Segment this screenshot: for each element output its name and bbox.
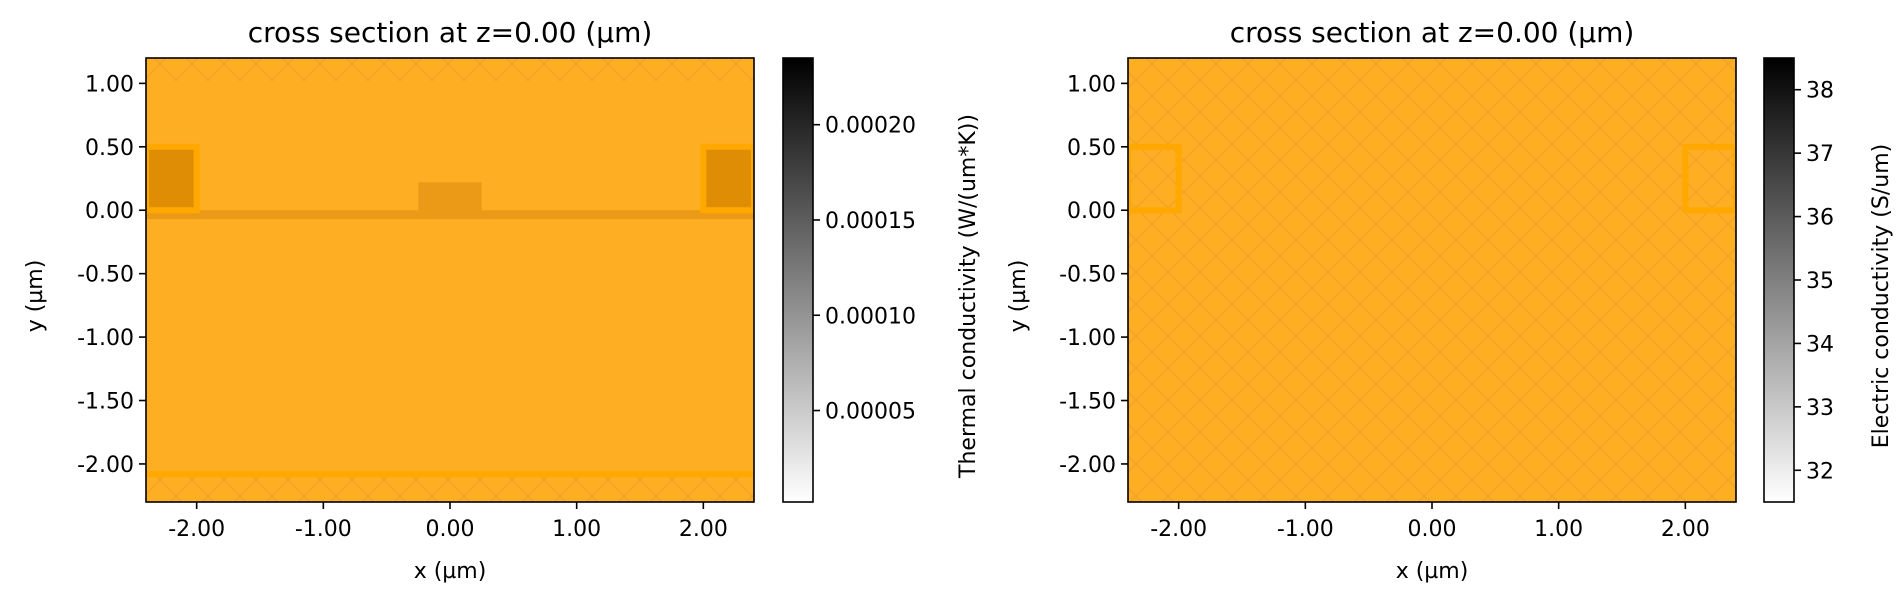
chart-2-colorbar: 32 33 34 35 36 37 38 xyxy=(1763,57,1834,503)
chart-1-outline-0 xyxy=(146,143,200,214)
chart-2-ytick-label: -1.50 xyxy=(1059,390,1116,415)
chart-1-x-ticks: -2.00 -1.00 0.00 1.00 2.00 xyxy=(168,502,728,542)
chart-1-ytick-label: 0.00 xyxy=(85,199,134,224)
chart-1-xtick-label: 2.00 xyxy=(679,517,728,542)
chart-1-y-ticks: 1.00 0.50 0.00 -0.50 -1.00 -1.50 -2.00 xyxy=(77,72,146,478)
chart-2-xtick-label: -2.00 xyxy=(1150,517,1207,542)
chart-1-plot-area xyxy=(145,57,755,503)
chart-1-hatch-band-1 xyxy=(146,476,754,502)
chart-2-xtick-label: 0.00 xyxy=(1408,517,1457,542)
chart-2-outline-0 xyxy=(1128,143,1182,214)
chart-2-colorbar-gradient xyxy=(1764,58,1794,502)
chart-1-ylabel: y (µm) xyxy=(23,260,48,333)
chart-1-region-1 xyxy=(418,182,482,211)
chart-2-ytick-label: -2.00 xyxy=(1059,453,1116,478)
chart-1-colorbar-tick-label: 0.00010 xyxy=(825,304,916,329)
chart-2-colorbar-tick-label: 37 xyxy=(1806,142,1834,167)
chart-2-ytick-label: 0.00 xyxy=(1067,199,1116,224)
chart-1-xtick-label: 1.00 xyxy=(552,517,601,542)
chart-2: cross section at z=0.00 (µm) -2.00 -1.00 0… xyxy=(1006,16,1894,584)
chart-2-ytick-label: 1.00 xyxy=(1067,72,1116,97)
chart-2-xtick-label: 2.00 xyxy=(1661,517,1710,542)
chart-1-colorbar-frame xyxy=(782,57,814,503)
chart-2-y-ticks: 1.00 0.50 0.00 -0.50 -1.00 -1.50 -2.00 xyxy=(1059,72,1128,478)
chart-2-xlabel: x (µm) xyxy=(1396,559,1469,584)
chart-2-xtick-label: -1.00 xyxy=(1277,517,1334,542)
chart-1-ytick-label: -2.00 xyxy=(77,453,134,478)
chart-2-colorbar-tick-label: 36 xyxy=(1806,206,1834,231)
chart-1-ytick-label: -0.50 xyxy=(77,263,134,288)
chart-1-xtick-label: -1.00 xyxy=(295,517,352,542)
chart-1-colorbar-tick-label: 0.00020 xyxy=(825,114,916,139)
chart-2-ytick-label: -1.00 xyxy=(1059,326,1116,351)
chart-1-region-2 xyxy=(146,146,197,211)
chart-2-colorbar-tick-label: 32 xyxy=(1806,459,1834,484)
chart-2-outline-1 xyxy=(1682,143,1736,214)
chart-1-colorbar-label: Thermal conductivity (W/(um*K)) xyxy=(956,114,981,479)
chart-2-ylabel: y (µm) xyxy=(1006,260,1031,333)
chart-2-colorbar-tick-label: 35 xyxy=(1806,269,1834,294)
chart-1-hatch-band-0 xyxy=(146,58,754,81)
chart-1-ytick-label: 0.50 xyxy=(85,136,134,161)
chart-1-colorbar-tick-label: 0.00005 xyxy=(825,400,916,425)
chart-1-xtick-label: 0.00 xyxy=(426,517,475,542)
chart-1-colorbar-tick-label: 0.00015 xyxy=(825,209,916,234)
chart-1-xlabel: x (µm) xyxy=(414,559,487,584)
chart-2-x-ticks: -2.00 -1.00 0.00 1.00 2.00 xyxy=(1150,502,1710,542)
chart-2-colorbar-tick-label: 34 xyxy=(1806,332,1834,357)
chart-1-ytick-label: -1.50 xyxy=(77,390,134,415)
chart-1-colorbar-gradient xyxy=(783,58,813,502)
chart-1-title: cross section at z=0.00 (µm) xyxy=(248,16,653,49)
chart-1-ytick-label: -1.00 xyxy=(77,326,134,351)
chart-2-title: cross section at z=0.00 (µm) xyxy=(1230,16,1635,49)
chart-2-xtick-label: 1.00 xyxy=(1534,517,1583,542)
chart-2-colorbar-tick-label: 38 xyxy=(1806,79,1834,104)
chart-2-colorbar-label: Electric conductivity (S/um) xyxy=(1869,144,1894,448)
chart-1: cross section at z=0.00 (µm) -2.00 -1.00 0… xyxy=(23,16,981,584)
chart-2-colorbar-tick-label: 33 xyxy=(1806,396,1834,421)
chart-1-region-0 xyxy=(146,210,754,220)
chart-2-plot-area xyxy=(1127,57,1737,503)
chart-1-ytick-label: 1.00 xyxy=(85,72,134,97)
chart-1-colorbar: 0.00005 0.00010 0.00015 0.00020 xyxy=(782,57,916,503)
chart-2-ytick-label: 0.50 xyxy=(1067,136,1116,161)
chart-1-xtick-label: -2.00 xyxy=(168,517,225,542)
chart-2-ytick-label: -0.50 xyxy=(1059,263,1116,288)
chart-2-hatch-band-0 xyxy=(1128,58,1736,502)
chart-1-background xyxy=(146,58,754,502)
chart-1-region-3 xyxy=(703,146,754,211)
